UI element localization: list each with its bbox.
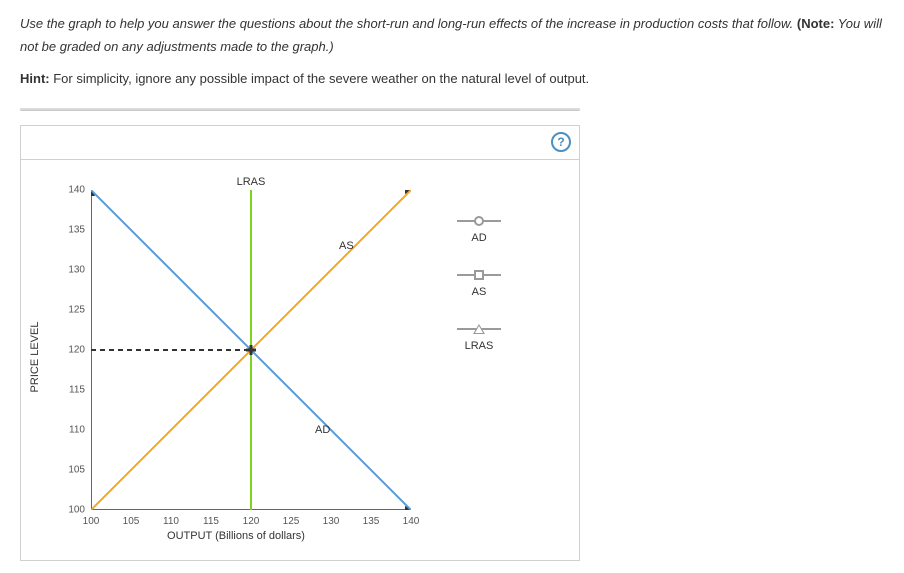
ytick-label: 120 — [68, 344, 85, 355]
panel-header: ? — [21, 126, 579, 160]
ytick-label: 115 — [69, 384, 85, 395]
xtick-label: 120 — [243, 516, 260, 527]
instructions-line1: Use the graph to help you answer the que… — [20, 16, 797, 31]
help-icon: ? — [557, 135, 564, 149]
ytick-label: 125 — [68, 304, 85, 315]
legend-item-lras[interactable]: LRAS — [451, 322, 507, 352]
y-axis-label: PRICE LEVEL — [29, 321, 41, 392]
xtick-label: 140 — [403, 516, 420, 527]
hint-text: Hint: For simplicity, ignore any possibl… — [20, 69, 884, 90]
xtick-label: 125 — [283, 516, 300, 527]
xtick-label: 115 — [203, 516, 219, 527]
chart-zone: PRICE LEVEL OUTPUT (Billions of dollars)… — [21, 172, 451, 542]
divider — [20, 108, 580, 111]
legend: AD AS LRAS — [451, 172, 571, 542]
xtick-label: 135 — [363, 516, 380, 527]
legend-swatch — [455, 322, 503, 336]
legend-label: AS — [472, 286, 487, 298]
ytick-label: 100 — [68, 504, 85, 515]
x-axis-label: OUTPUT (Billions of dollars) — [167, 530, 305, 542]
hint-label: Hint: — [20, 71, 50, 86]
ytick-label: 140 — [68, 184, 85, 195]
note-label: (Note: — [797, 16, 835, 31]
ytick-label: 130 — [68, 264, 85, 275]
legend-label: AD — [471, 232, 486, 244]
chart-svg — [91, 190, 411, 510]
xtick-label: 130 — [323, 516, 340, 527]
graph-panel: ? PRICE LEVEL OUTPUT (Billions of dollar… — [20, 125, 580, 561]
help-button[interactable]: ? — [551, 132, 571, 152]
legend-item-ad[interactable]: AD — [451, 214, 507, 244]
hint-body: For simplicity, ignore any possible impa… — [50, 71, 590, 86]
ytick-label: 110 — [69, 424, 85, 435]
instructions-text: Use the graph to help you answer the que… — [20, 12, 884, 59]
as-label: AS — [339, 240, 354, 252]
legend-label: LRAS — [465, 340, 494, 352]
ytick-label: 135 — [68, 224, 85, 235]
panel-body: PRICE LEVEL OUTPUT (Billions of dollars)… — [21, 160, 579, 560]
xtick-label: 110 — [163, 516, 179, 527]
ytick-label: 105 — [68, 464, 85, 475]
xtick-label: 100 — [83, 516, 100, 527]
legend-item-as[interactable]: AS — [451, 268, 507, 298]
xtick-label: 105 — [123, 516, 140, 527]
ad-label: AD — [315, 424, 330, 436]
plot-area[interactable]: 1001051101151201251301351401001051101151… — [91, 190, 411, 510]
lras-label: LRAS — [237, 176, 266, 188]
legend-swatch — [455, 268, 503, 282]
legend-swatch — [455, 214, 503, 228]
